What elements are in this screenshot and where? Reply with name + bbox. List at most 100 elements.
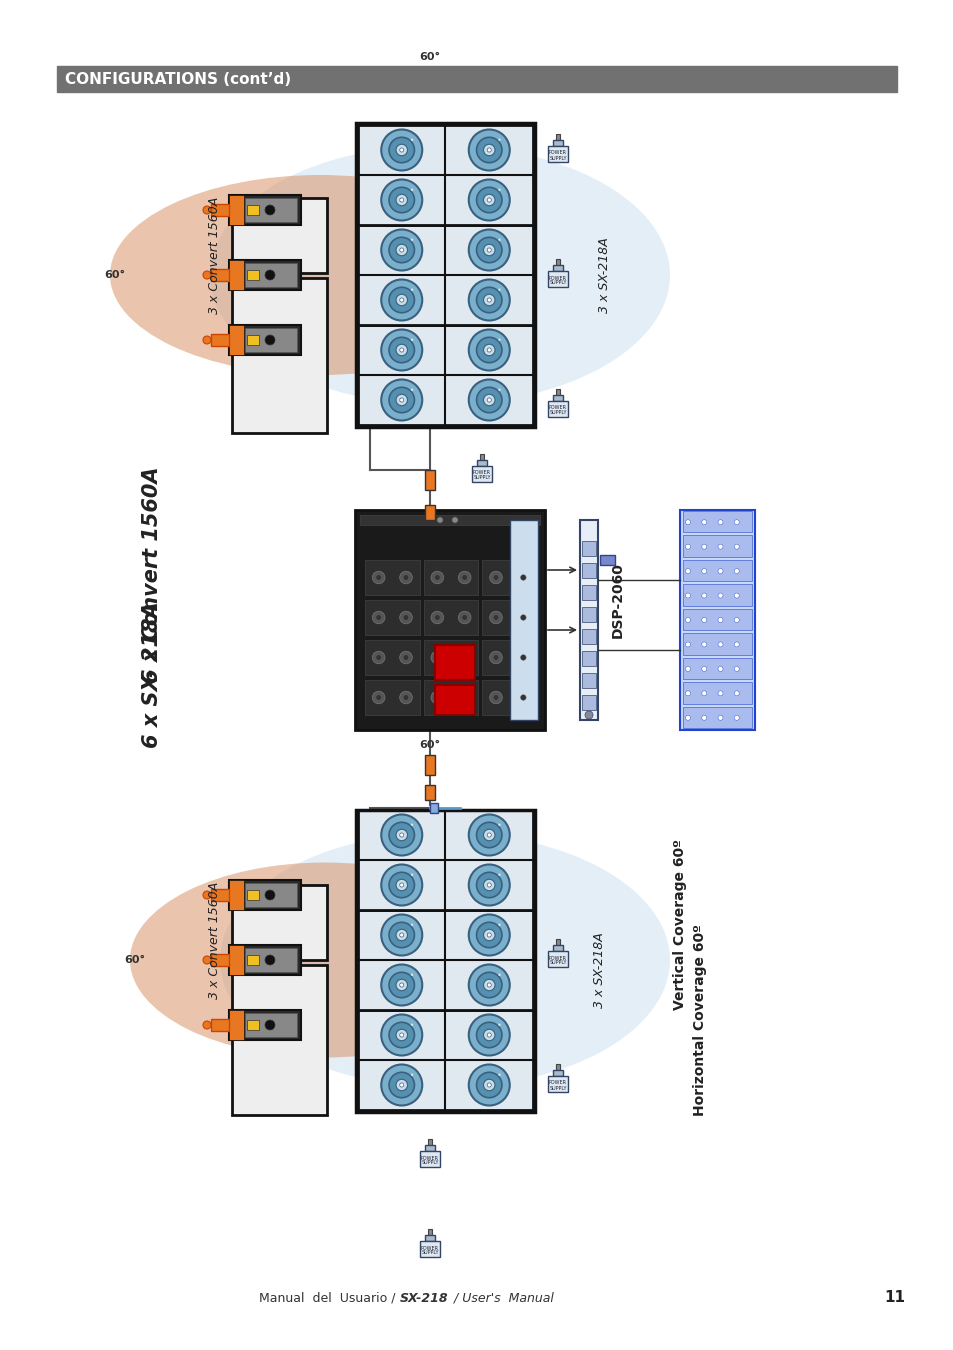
Circle shape xyxy=(476,1072,501,1098)
Bar xyxy=(365,560,419,595)
Circle shape xyxy=(381,1014,422,1056)
Circle shape xyxy=(399,198,403,202)
Circle shape xyxy=(476,922,501,948)
Circle shape xyxy=(701,667,706,671)
Circle shape xyxy=(483,144,495,155)
Circle shape xyxy=(431,612,443,624)
Circle shape xyxy=(395,1029,407,1041)
Text: 3 x SX-218A: 3 x SX-218A xyxy=(593,931,606,1008)
Circle shape xyxy=(461,614,467,620)
Circle shape xyxy=(203,1021,211,1029)
Circle shape xyxy=(701,691,706,695)
Circle shape xyxy=(381,379,422,420)
Bar xyxy=(581,674,596,688)
Bar xyxy=(357,325,533,425)
Bar xyxy=(581,651,596,666)
Circle shape xyxy=(468,1065,509,1106)
Bar xyxy=(424,470,435,490)
Circle shape xyxy=(461,575,467,580)
Bar xyxy=(553,265,562,271)
Circle shape xyxy=(431,691,443,703)
Text: CONFIGURATIONS (cont’d): CONFIGURATIONS (cont’d) xyxy=(65,72,291,86)
Circle shape xyxy=(520,695,526,701)
Circle shape xyxy=(411,923,413,926)
Text: POWER: POWER xyxy=(420,1156,438,1161)
Circle shape xyxy=(411,973,413,976)
Circle shape xyxy=(399,1033,403,1037)
Bar xyxy=(229,880,301,910)
Circle shape xyxy=(468,279,509,320)
Circle shape xyxy=(487,398,491,402)
Bar xyxy=(682,585,751,606)
Circle shape xyxy=(434,614,439,620)
Circle shape xyxy=(685,568,690,574)
Text: POWER: POWER xyxy=(548,956,566,960)
Circle shape xyxy=(389,138,414,163)
Bar xyxy=(229,945,244,975)
Circle shape xyxy=(411,1073,413,1076)
Circle shape xyxy=(395,1079,407,1091)
Circle shape xyxy=(734,520,739,525)
Bar xyxy=(365,599,419,634)
Circle shape xyxy=(389,238,414,263)
Bar xyxy=(424,755,435,775)
Bar xyxy=(419,1152,439,1166)
Circle shape xyxy=(399,348,403,352)
Bar xyxy=(211,333,229,346)
Circle shape xyxy=(372,612,385,624)
Circle shape xyxy=(395,979,407,991)
Circle shape xyxy=(734,617,739,622)
Ellipse shape xyxy=(130,863,519,1057)
Circle shape xyxy=(468,814,509,856)
Bar xyxy=(510,520,537,720)
Bar xyxy=(211,954,229,967)
Bar xyxy=(365,680,419,716)
Bar xyxy=(682,536,751,558)
Text: SUPPLY: SUPPLY xyxy=(549,281,566,285)
Circle shape xyxy=(520,614,526,620)
Circle shape xyxy=(685,691,690,695)
Circle shape xyxy=(520,655,526,660)
Text: POWER: POWER xyxy=(548,1080,566,1085)
Circle shape xyxy=(265,890,274,900)
Circle shape xyxy=(701,568,706,574)
Circle shape xyxy=(497,873,500,876)
Bar xyxy=(679,510,754,730)
Bar xyxy=(472,466,492,482)
Circle shape xyxy=(701,520,706,525)
Bar xyxy=(229,194,301,225)
Bar xyxy=(556,940,559,946)
Bar xyxy=(424,1235,435,1241)
Circle shape xyxy=(434,655,439,660)
Circle shape xyxy=(468,329,509,370)
Bar xyxy=(229,194,244,225)
Circle shape xyxy=(399,148,403,153)
Circle shape xyxy=(497,239,500,242)
Bar xyxy=(229,880,244,910)
Circle shape xyxy=(395,344,407,356)
Text: 60°: 60° xyxy=(419,53,440,62)
Circle shape xyxy=(489,571,502,583)
Circle shape xyxy=(734,716,739,721)
Circle shape xyxy=(375,575,381,580)
Circle shape xyxy=(497,139,500,140)
Circle shape xyxy=(483,879,495,891)
Bar xyxy=(423,599,477,634)
Bar xyxy=(419,1241,439,1257)
Circle shape xyxy=(685,667,690,671)
Bar xyxy=(229,1010,244,1040)
Ellipse shape xyxy=(110,176,530,375)
Bar xyxy=(553,140,562,146)
Bar xyxy=(247,270,258,279)
Circle shape xyxy=(734,667,739,671)
Circle shape xyxy=(734,544,739,549)
Circle shape xyxy=(395,394,407,406)
Circle shape xyxy=(701,716,706,721)
Bar xyxy=(547,950,567,967)
Circle shape xyxy=(497,289,500,292)
Text: POWER: POWER xyxy=(420,1246,438,1250)
Circle shape xyxy=(734,593,739,598)
Circle shape xyxy=(718,716,722,721)
Circle shape xyxy=(476,822,501,848)
Bar xyxy=(229,325,244,355)
